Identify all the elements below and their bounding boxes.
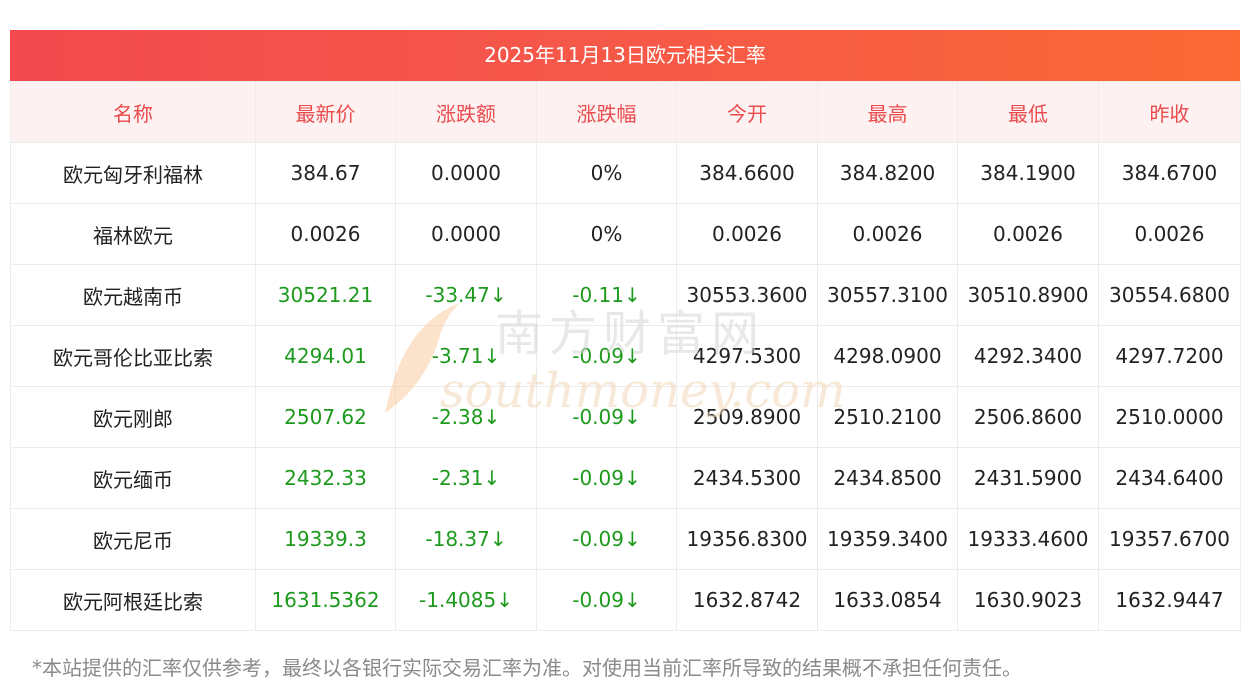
- cell-change-pct: 0%: [536, 142, 677, 204]
- cell-change-pct: 0%: [536, 203, 677, 265]
- cell-name: 欧元尼币: [10, 508, 256, 570]
- col-header-low: 最低: [957, 81, 1099, 143]
- table-row: 欧元阿根廷比索 1631.5362 -1.4085↓ -0.09↓ 1632.8…: [10, 569, 1241, 631]
- cell-open: 2509.8900: [676, 386, 818, 448]
- cell-high: 2510.2100: [817, 386, 958, 448]
- table-row: 欧元缅币 2432.33 -2.31↓ -0.09↓ 2434.5300 243…: [10, 447, 1241, 509]
- cell-change: -2.31↓: [395, 447, 537, 509]
- cell-prev-close: 0.0026: [1098, 203, 1241, 265]
- cell-open: 1632.8742: [676, 569, 818, 631]
- cell-latest: 384.67: [255, 142, 396, 204]
- cell-high: 384.8200: [817, 142, 958, 204]
- cell-latest: 30521.21: [255, 264, 396, 326]
- cell-name: 福林欧元: [10, 203, 256, 265]
- col-header-change: 涨跌额: [395, 81, 537, 143]
- cell-change: 0.0000: [395, 203, 537, 265]
- cell-prev-close: 4297.7200: [1098, 325, 1241, 387]
- cell-prev-close: 1632.9447: [1098, 569, 1241, 631]
- cell-change-pct: -0.11↓: [536, 264, 677, 326]
- cell-open: 19356.8300: [676, 508, 818, 570]
- col-header-open: 今开: [676, 81, 818, 143]
- cell-change: 0.0000: [395, 142, 537, 204]
- cell-high: 2434.8500: [817, 447, 958, 509]
- table-row: 欧元哥伦比亚比索 4294.01 -3.71↓ -0.09↓ 4297.5300…: [10, 325, 1241, 387]
- disclaimer-note: *本站提供的汇率仅供参考，最终以各银行实际交易汇率为准。对使用当前汇率所导致的结…: [32, 656, 1022, 680]
- table-row: 欧元尼币 19339.3 -18.37↓ -0.09↓ 19356.8300 1…: [10, 508, 1241, 570]
- cell-latest: 19339.3: [255, 508, 396, 570]
- cell-prev-close: 19357.6700: [1098, 508, 1241, 570]
- cell-open: 4297.5300: [676, 325, 818, 387]
- col-header-latest: 最新价: [255, 81, 396, 143]
- cell-prev-close: 30554.6800: [1098, 264, 1241, 326]
- col-header-high: 最高: [817, 81, 958, 143]
- cell-change-pct: -0.09↓: [536, 386, 677, 448]
- cell-latest: 2432.33: [255, 447, 396, 509]
- cell-change: -18.37↓: [395, 508, 537, 570]
- cell-change: -3.71↓: [395, 325, 537, 387]
- cell-open: 30553.3600: [676, 264, 818, 326]
- cell-change: -33.47↓: [395, 264, 537, 326]
- col-header-change-pct: 涨跌幅: [536, 81, 677, 143]
- header-row: 名称 最新价 涨跌额 涨跌幅 今开 最高 最低 昨收: [10, 81, 1241, 143]
- cell-change-pct: -0.09↓: [536, 508, 677, 570]
- cell-high: 0.0026: [817, 203, 958, 265]
- cell-open: 0.0026: [676, 203, 818, 265]
- cell-latest: 4294.01: [255, 325, 396, 387]
- cell-low: 2431.5900: [957, 447, 1099, 509]
- table-row: 欧元匈牙利福林 384.67 0.0000 0% 384.6600 384.82…: [10, 142, 1241, 204]
- cell-name: 欧元缅币: [10, 447, 256, 509]
- cell-high: 4298.0900: [817, 325, 958, 387]
- cell-prev-close: 2510.0000: [1098, 386, 1241, 448]
- cell-low: 384.1900: [957, 142, 1099, 204]
- cell-change: -1.4085↓: [395, 569, 537, 631]
- rates-panel: 2025年11月13日欧元相关汇率 名称 最新价 涨跌额 涨跌幅 今开 最高 最…: [10, 30, 1241, 631]
- cell-name: 欧元阿根廷比索: [10, 569, 256, 631]
- cell-prev-close: 2434.6400: [1098, 447, 1241, 509]
- cell-change-pct: -0.09↓: [536, 325, 677, 387]
- cell-high: 19359.3400: [817, 508, 958, 570]
- table-title-banner: 2025年11月13日欧元相关汇率: [10, 30, 1240, 81]
- cell-open: 384.6600: [676, 142, 818, 204]
- cell-low: 1630.9023: [957, 569, 1099, 631]
- cell-low: 2506.8600: [957, 386, 1099, 448]
- cell-name: 欧元刚郎: [10, 386, 256, 448]
- cell-high: 30557.3100: [817, 264, 958, 326]
- col-header-prev-close: 昨收: [1098, 81, 1241, 143]
- col-header-name: 名称: [10, 81, 256, 143]
- cell-name: 欧元越南币: [10, 264, 256, 326]
- cell-name: 欧元匈牙利福林: [10, 142, 256, 204]
- cell-low: 19333.4600: [957, 508, 1099, 570]
- table-row: 欧元刚郎 2507.62 -2.38↓ -0.09↓ 2509.8900 251…: [10, 386, 1241, 448]
- cell-latest: 2507.62: [255, 386, 396, 448]
- cell-low: 30510.8900: [957, 264, 1099, 326]
- cell-name: 欧元哥伦比亚比索: [10, 325, 256, 387]
- table-row: 欧元越南币 30521.21 -33.47↓ -0.11↓ 30553.3600…: [10, 264, 1241, 326]
- cell-change-pct: -0.09↓: [536, 569, 677, 631]
- cell-prev-close: 384.6700: [1098, 142, 1241, 204]
- cell-latest: 0.0026: [255, 203, 396, 265]
- cell-low: 0.0026: [957, 203, 1099, 265]
- cell-latest: 1631.5362: [255, 569, 396, 631]
- cell-change-pct: -0.09↓: [536, 447, 677, 509]
- cell-low: 4292.3400: [957, 325, 1099, 387]
- cell-open: 2434.5300: [676, 447, 818, 509]
- cell-high: 1633.0854: [817, 569, 958, 631]
- table-row: 福林欧元 0.0026 0.0000 0% 0.0026 0.0026 0.00…: [10, 203, 1241, 265]
- rates-table: 名称 最新价 涨跌额 涨跌幅 今开 最高 最低 昨收 欧元匈牙利福林 384.6…: [10, 81, 1241, 631]
- cell-change: -2.38↓: [395, 386, 537, 448]
